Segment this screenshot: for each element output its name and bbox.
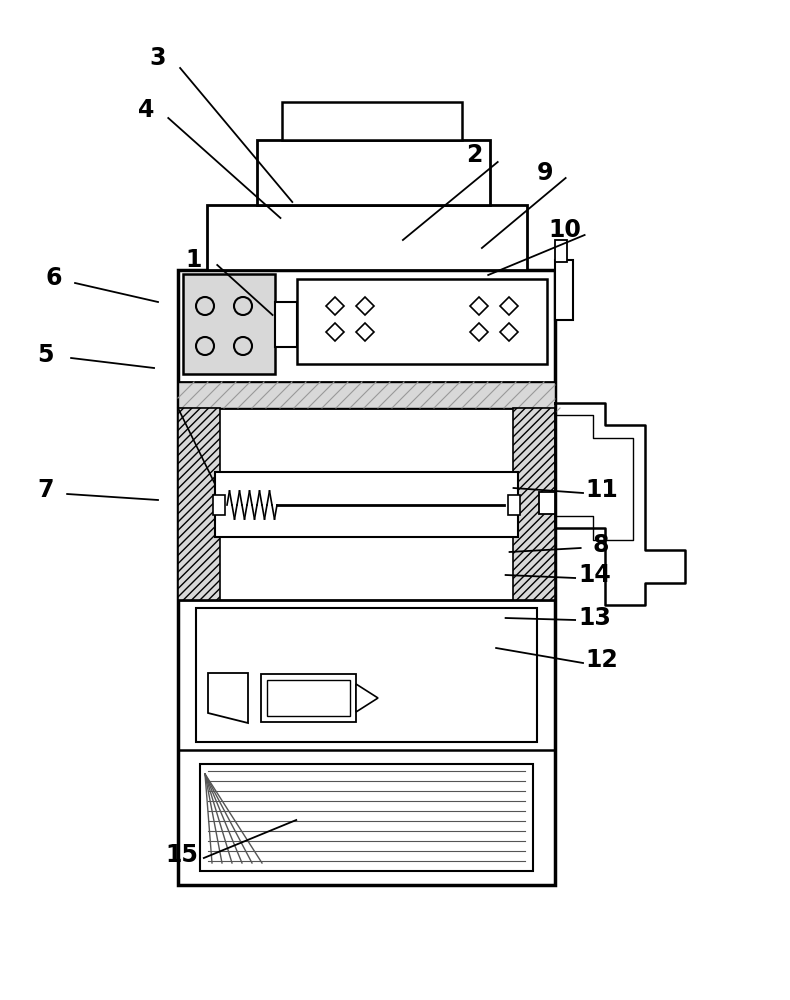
Text: 4: 4 — [138, 98, 154, 122]
Bar — [297, 279, 547, 364]
Text: 3: 3 — [150, 46, 166, 70]
Bar — [213, 495, 225, 515]
Text: 13: 13 — [578, 606, 611, 630]
Text: 11: 11 — [585, 478, 619, 502]
Polygon shape — [356, 684, 378, 712]
Text: 1: 1 — [186, 248, 201, 272]
Text: 15: 15 — [165, 843, 198, 867]
Bar — [513, 408, 555, 600]
Bar — [183, 274, 275, 374]
Bar — [178, 270, 555, 885]
Text: 5: 5 — [38, 343, 54, 367]
Text: 9: 9 — [537, 161, 553, 185]
Bar — [178, 408, 220, 600]
Bar — [178, 382, 555, 408]
Text: 12: 12 — [585, 648, 619, 672]
Polygon shape — [208, 673, 248, 723]
Text: 6: 6 — [46, 266, 62, 290]
Bar — [539, 492, 555, 514]
Text: 7: 7 — [38, 478, 54, 502]
Bar — [257, 140, 490, 205]
Bar — [207, 205, 527, 270]
Bar — [215, 472, 518, 537]
Bar — [275, 302, 297, 347]
Text: 14: 14 — [578, 563, 611, 587]
Text: 2: 2 — [466, 143, 482, 167]
Bar — [196, 608, 537, 742]
Bar — [555, 260, 573, 320]
Text: 10: 10 — [548, 218, 581, 242]
Bar — [200, 764, 533, 871]
Bar — [261, 674, 356, 722]
Text: 8: 8 — [592, 533, 608, 557]
Bar — [267, 680, 350, 716]
Bar — [555, 240, 567, 262]
Bar — [282, 102, 462, 140]
Bar — [508, 495, 520, 515]
